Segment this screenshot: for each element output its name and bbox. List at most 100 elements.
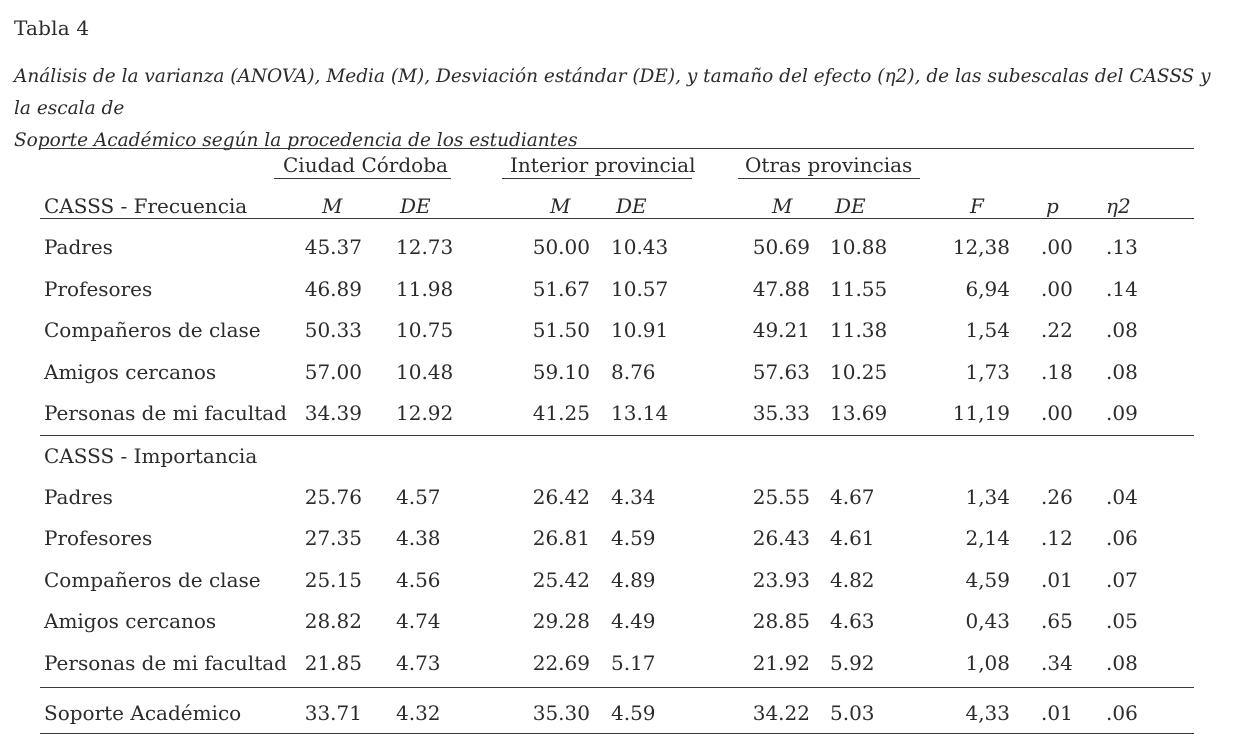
cell-p: .22	[1041, 318, 1073, 342]
cell-de-cordoba: 4.56	[396, 568, 441, 592]
cell-de-otras: 11.38	[830, 318, 888, 342]
cell-p: .18	[1041, 360, 1073, 384]
final-row-top-rule	[40, 687, 1194, 688]
cell-p: .12	[1041, 526, 1073, 550]
cell-f: 1,08	[965, 651, 1010, 675]
cell-f: 6,94	[965, 277, 1010, 301]
caption-line-2: Soporte Académico según la procedencia d…	[14, 130, 578, 151]
cell-de-cordoba: 4.57	[396, 485, 441, 509]
row-label: Profesores	[44, 526, 153, 550]
section-title-frecuencia: CASSS - Frecuencia	[44, 194, 248, 218]
cell-m-cordoba: 34.39	[304, 401, 362, 425]
group-header-interior-provincial: Interior provincial	[510, 153, 696, 177]
cell-f: 12,38	[952, 235, 1010, 259]
cell-m-cordoba: 28.82	[304, 609, 362, 633]
cell-eta: .04	[1106, 485, 1138, 509]
bottom-rule	[40, 733, 1194, 734]
cell-de-otras: 10.88	[830, 235, 888, 259]
cell-m-interior: 22.69	[532, 651, 590, 675]
cell-de-interior: 8.76	[611, 360, 656, 384]
row-label: Padres	[44, 235, 113, 259]
group-underline-interior-provincial	[502, 178, 692, 179]
cell-de-interior: 4.59	[611, 526, 656, 550]
cell-m-otras: 49.21	[752, 318, 810, 342]
cell-eta: .05	[1106, 609, 1138, 633]
cell-p: .34	[1041, 651, 1073, 675]
cell-de-cordoba: 4.73	[396, 651, 441, 675]
cell-de-interior: 4.59	[611, 701, 656, 725]
cell-f: 0,43	[965, 609, 1010, 633]
cell-eta: .08	[1106, 318, 1138, 342]
cell-p: .00	[1041, 401, 1073, 425]
cell-f: 11,19	[952, 401, 1010, 425]
cell-eta: .07	[1106, 568, 1138, 592]
cell-m-otras: 50.69	[752, 235, 810, 259]
section-title-importancia: CASSS - Importancia	[44, 444, 258, 468]
cell-p: .00	[1041, 235, 1073, 259]
cell-m-interior: 26.81	[532, 526, 590, 550]
cell-m-otras: 23.93	[752, 568, 810, 592]
cell-de-otras: 4.61	[830, 526, 875, 550]
cell-eta: .09	[1106, 401, 1138, 425]
row-label: Amigos cercanos	[44, 360, 217, 384]
cell-f: 1,54	[965, 318, 1010, 342]
cell-de-otras: 13.69	[830, 401, 888, 425]
cell-m-cordoba: 27.35	[304, 526, 362, 550]
cell-eta: .06	[1106, 526, 1138, 550]
cell-m-otras: 34.22	[752, 701, 810, 725]
row-label: Padres	[44, 485, 113, 509]
cell-eta: .14	[1106, 277, 1138, 301]
cell-m-otras: 35.33	[752, 401, 810, 425]
header-bottom-rule	[40, 218, 1194, 219]
cell-de-interior: 4.89	[611, 568, 656, 592]
cell-de-otras: 5.92	[830, 651, 875, 675]
cell-m-interior: 51.50	[532, 318, 590, 342]
cell-m-cordoba: 50.33	[304, 318, 362, 342]
col-header-f: F	[970, 194, 984, 218]
cell-de-cordoba: 4.32	[396, 701, 441, 725]
row-label: Soporte Académico	[44, 701, 242, 725]
cell-m-interior: 51.67	[532, 277, 590, 301]
row-label: Compañeros de clase	[44, 568, 261, 592]
row-label: Amigos cercanos	[44, 609, 217, 633]
cell-de-cordoba: 12.73	[396, 235, 454, 259]
col-header-m-cordoba: M	[322, 194, 343, 218]
cell-m-interior: 50.00	[532, 235, 590, 259]
row-label: Personas de mi facultad	[44, 401, 287, 425]
group-underline-ciudad-cordoba	[274, 178, 451, 179]
cell-de-cordoba: 10.75	[396, 318, 454, 342]
cell-m-otras: 25.55	[752, 485, 810, 509]
cell-m-cordoba: 21.85	[304, 651, 362, 675]
cell-m-cordoba: 25.15	[304, 568, 362, 592]
cell-p: .26	[1041, 485, 1073, 509]
cell-m-cordoba: 25.76	[304, 485, 362, 509]
cell-m-otras: 57.63	[752, 360, 810, 384]
row-label: Profesores	[44, 277, 153, 301]
top-rule	[40, 148, 1194, 149]
cell-m-interior: 59.10	[532, 360, 590, 384]
cell-f: 4,59	[965, 568, 1010, 592]
cell-m-interior: 41.25	[532, 401, 590, 425]
cell-eta: .06	[1106, 701, 1138, 725]
cell-p: .65	[1041, 609, 1073, 633]
cell-de-interior: 4.34	[611, 485, 656, 509]
cell-f: 4,33	[965, 701, 1010, 725]
cell-p: .00	[1041, 277, 1073, 301]
col-header-de-cordoba: DE	[400, 194, 431, 218]
cell-de-interior: 10.43	[611, 235, 669, 259]
cell-m-otras: 28.85	[752, 609, 810, 633]
cell-p: .01	[1041, 568, 1073, 592]
col-header-m-otras: M	[772, 194, 793, 218]
col-header-p: p	[1046, 194, 1059, 218]
cell-m-interior: 29.28	[532, 609, 590, 633]
cell-m-cordoba: 57.00	[304, 360, 362, 384]
cell-eta: .08	[1106, 360, 1138, 384]
group-header-otras-provincias: Otras provincias	[745, 153, 913, 177]
cell-de-interior: 4.49	[611, 609, 656, 633]
cell-m-interior: 35.30	[532, 701, 590, 725]
cell-m-otras: 21.92	[752, 651, 810, 675]
caption-line-1: Análisis de la varianza (ANOVA), Media (…	[14, 66, 1211, 119]
cell-eta: .13	[1106, 235, 1138, 259]
cell-de-cordoba: 11.98	[396, 277, 454, 301]
cell-de-interior: 13.14	[611, 401, 669, 425]
